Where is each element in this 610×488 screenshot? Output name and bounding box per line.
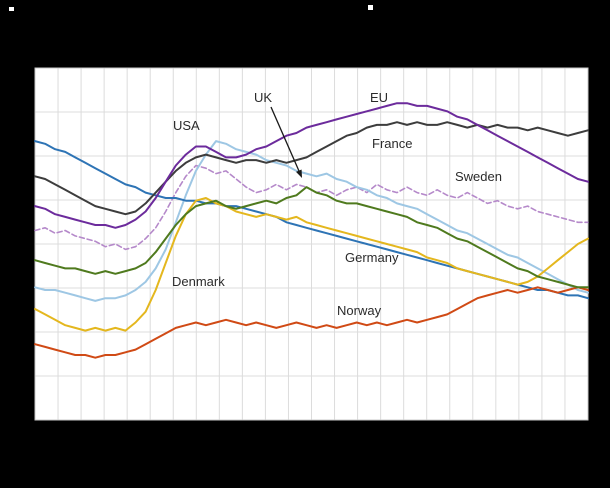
series-line-eu [34, 102, 589, 229]
series-label-uk: UK [254, 90, 272, 105]
series-label-france: France [372, 136, 412, 151]
series-lines [34, 102, 589, 359]
plot-border [34, 67, 589, 421]
series-label-usa: USA [173, 118, 200, 133]
series-label-eu: EU [370, 90, 388, 105]
artifact-speck-left [9, 7, 14, 11]
series-label-norway: Norway [337, 303, 382, 318]
uk-arrow-line [270, 106, 300, 172]
uk-annotation-arrow [270, 106, 302, 178]
artifact-speck-right [368, 5, 373, 10]
series-label-germany: Germany [345, 250, 399, 265]
series-line-norway [34, 286, 589, 359]
series-line-uk [34, 186, 589, 289]
series-label-sweden: Sweden [455, 169, 502, 184]
series-line-denmark [34, 197, 589, 332]
series-line-usa [34, 140, 589, 302]
series-line-france [34, 121, 589, 216]
series-labels: USA UK EU France Sweden Germany Denmark … [172, 90, 502, 318]
series-label-denmark: Denmark [172, 274, 225, 289]
uk-arrow-head [296, 169, 302, 178]
